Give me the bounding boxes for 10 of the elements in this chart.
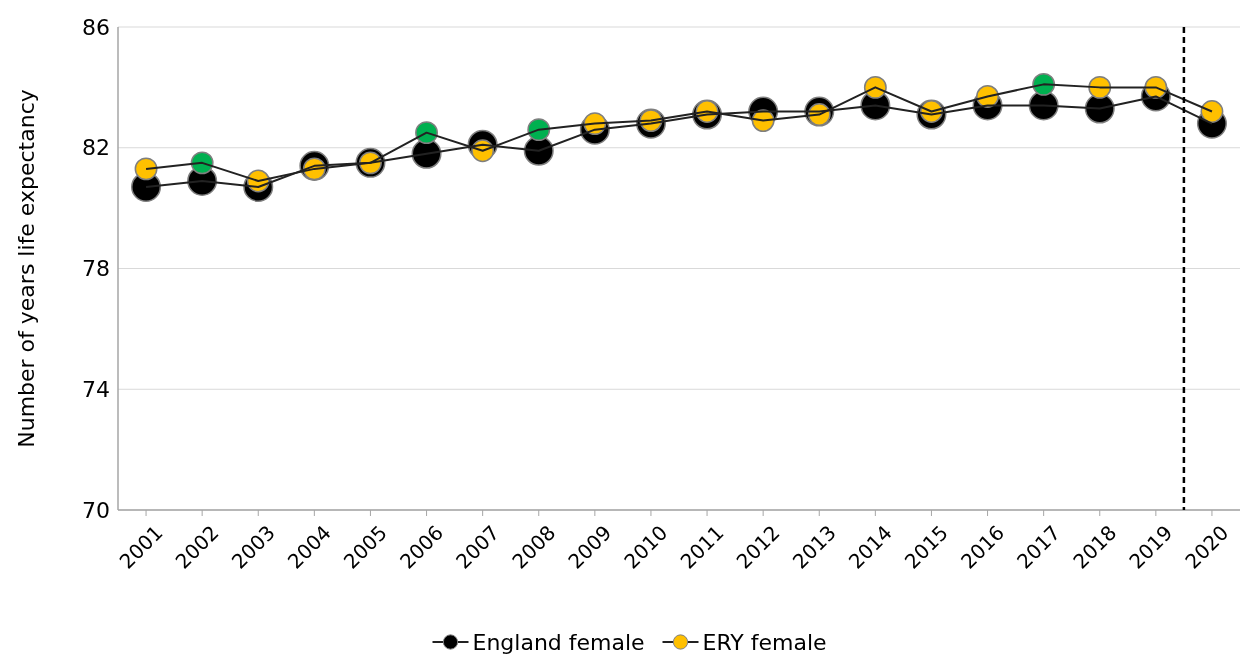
legend-label: ERY female [702,629,827,654]
y-tick-label: 78 [82,256,110,282]
y-tick-label: 74 [82,376,110,402]
legend-label: England female [472,629,645,654]
y-tick-label: 86 [82,14,110,40]
y-tick-label: 82 [82,135,110,161]
point [1200,100,1224,123]
y-axis-title: Number of years life expectancy [14,89,39,448]
y-tick-label: 70 [82,497,110,523]
point [134,157,158,181]
